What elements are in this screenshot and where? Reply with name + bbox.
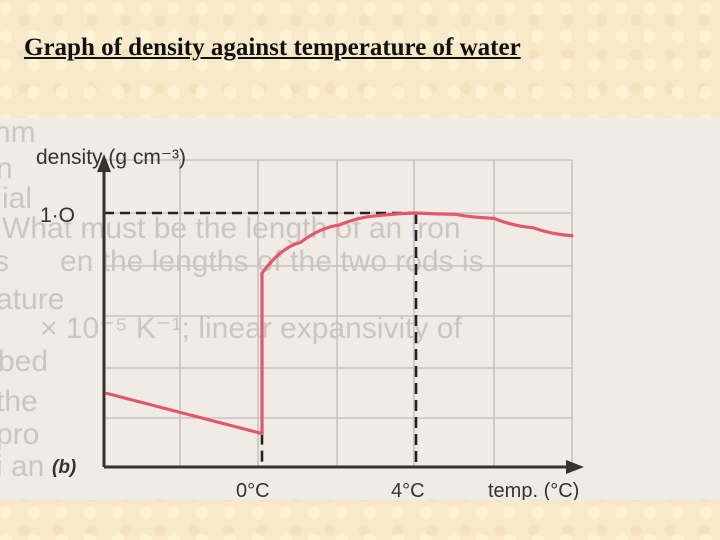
ghost-text-10: the xyxy=(0,385,38,418)
curve-segment-ice xyxy=(105,391,264,436)
density-curve xyxy=(105,211,574,436)
x-tick-label-4c: 4°C xyxy=(391,480,425,500)
ghost-text-12: i an xyxy=(0,450,45,483)
ghost-text-9: bed xyxy=(0,345,49,378)
textbook-photo xyxy=(0,118,720,500)
figure-label: (b) xyxy=(52,457,76,478)
ghost-text-5: s xyxy=(0,245,9,278)
ghost-text-2: n xyxy=(0,152,13,185)
x-axis-arrow xyxy=(566,460,584,474)
grid xyxy=(104,159,573,467)
y-axis-arrow xyxy=(97,154,111,172)
ghost-text-3: ial xyxy=(2,182,33,215)
reference-lines xyxy=(104,211,418,467)
density-temperature-chart: density (g cm⁻³) 1·O (b) 0°C 4°C temp. (… xyxy=(36,146,584,500)
x-tick-label-0c: 0°C xyxy=(236,480,270,500)
ghost-text-7: ature xyxy=(0,283,65,316)
y-axis-label: density (g cm⁻³) xyxy=(36,146,186,169)
axes xyxy=(97,154,584,474)
curve-segment-water xyxy=(260,211,574,275)
ghost-text-1: nm xyxy=(0,116,36,149)
ghost-text-11: pro xyxy=(0,418,40,451)
ghost-text-8: × 10⁻⁵ K⁻¹; linear expansivity of xyxy=(40,312,462,345)
y-tick-label: 1·O xyxy=(40,204,75,227)
x-axis-label: temp. (°C) xyxy=(488,480,579,500)
ghost-text-4: What must be the length of an iron xyxy=(2,212,461,245)
chart-labels: density (g cm⁻³) 1·O (b) 0°C 4°C temp. (… xyxy=(36,146,579,500)
slide-title: Graph of density against temperature of … xyxy=(24,34,521,61)
